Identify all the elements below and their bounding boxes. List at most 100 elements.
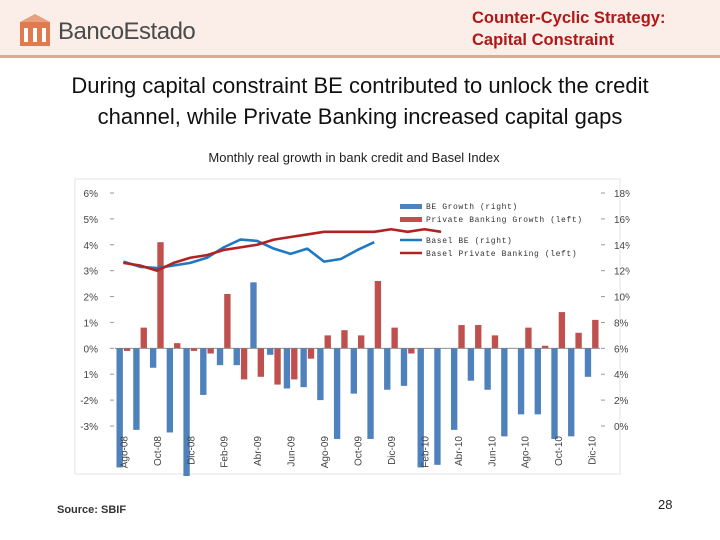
be-growth-bar bbox=[183, 348, 190, 476]
legend-label: BE Growth (right) bbox=[426, 203, 518, 212]
right-axis-tick-label: 0% bbox=[614, 422, 629, 433]
chart-title: Monthly real growth in bank credit and B… bbox=[208, 150, 500, 165]
private-growth-bar bbox=[491, 335, 499, 349]
left-axis-tick-label: 2% bbox=[84, 293, 99, 304]
legend-label: Basel BE (right) bbox=[426, 237, 512, 246]
x-axis-tick-label: Oct-10 bbox=[554, 436, 565, 466]
be-growth-bar bbox=[283, 348, 291, 389]
left-axis-tick-label: 1% bbox=[84, 318, 99, 329]
be-growth-bar bbox=[267, 348, 274, 355]
private-growth-bar bbox=[341, 330, 348, 349]
headline-line2: channel, while Private Banking increased… bbox=[97, 104, 623, 129]
left-axis-tick-label: -3% bbox=[80, 422, 98, 433]
be-growth-bar bbox=[584, 348, 592, 377]
legend-swatch bbox=[400, 217, 422, 222]
be-growth-bar bbox=[350, 348, 357, 394]
be-growth-bar bbox=[116, 348, 123, 468]
x-axis-tick-label: Ago-08 bbox=[119, 436, 130, 469]
x-axis-tick-label: Dic-08 bbox=[186, 436, 197, 465]
be-growth-bar bbox=[149, 348, 157, 368]
be-growth-bar bbox=[501, 348, 508, 437]
bancoestado-logo-icon bbox=[20, 14, 50, 46]
private-growth-bar bbox=[307, 348, 315, 359]
private-growth-bar bbox=[257, 348, 265, 377]
private-growth-bar bbox=[324, 335, 331, 349]
left-axis-tick-label: 6% bbox=[84, 189, 99, 200]
legend-label: Basel Private Banking (left) bbox=[426, 250, 577, 259]
private-growth-bar bbox=[592, 319, 599, 349]
be-growth-bar bbox=[333, 348, 341, 439]
be-growth-bar bbox=[166, 348, 174, 433]
be-growth-bar bbox=[484, 348, 491, 390]
x-axis-tick-label: Dic-09 bbox=[387, 436, 398, 465]
right-axis-tick-label: 18% bbox=[614, 189, 630, 200]
be-growth-bar bbox=[367, 348, 374, 439]
x-axis-tick-label: Dic-10 bbox=[588, 436, 599, 465]
right-axis-tick-label: 12% bbox=[614, 267, 630, 278]
x-axis-tick-label: Oct-09 bbox=[354, 436, 365, 466]
slide-title: Counter-Cyclic Strategy: Capital Constra… bbox=[472, 7, 712, 51]
logo-text: BancoEstado bbox=[58, 18, 196, 45]
be-growth-bar bbox=[417, 348, 424, 468]
private-growth-bar bbox=[575, 332, 582, 349]
x-axis-tick-label: Abr-09 bbox=[253, 436, 264, 466]
private-growth-bar bbox=[525, 327, 532, 349]
header-divider bbox=[0, 55, 720, 58]
private-growth-bar bbox=[358, 335, 365, 349]
right-axis-tick-label: 6% bbox=[614, 344, 629, 355]
be-growth-bar bbox=[233, 348, 240, 366]
private-growth-bar bbox=[174, 343, 181, 349]
right-axis-tick-label: 16% bbox=[614, 215, 630, 226]
headline: During capital constraint BE contributed… bbox=[0, 70, 720, 132]
slide-title-line2: Capital Constraint bbox=[472, 31, 615, 49]
private-growth-bar bbox=[274, 348, 281, 385]
left-axis-tick-label: 4% bbox=[84, 241, 99, 252]
private-growth-bar bbox=[458, 325, 465, 349]
left-axis-tick-label: 0% bbox=[84, 344, 99, 355]
be-growth-bar bbox=[300, 348, 307, 388]
be-growth-bar bbox=[400, 348, 408, 386]
be-growth-bar bbox=[450, 348, 458, 430]
x-axis-tick-label: Jun-09 bbox=[287, 436, 298, 467]
be-growth-bar bbox=[200, 348, 207, 395]
be-growth-bar bbox=[317, 348, 324, 401]
private-growth-bar bbox=[291, 348, 298, 380]
credit-growth-chart: -3% -2% 1% 0% 1% 2% 3% 4% 5% 6% 0% 2% 4% 6% 8% 10% 12% 14… bbox=[74, 178, 630, 476]
be-growth-bar bbox=[517, 348, 525, 415]
private-growth-bar bbox=[475, 325, 482, 349]
x-axis-tick-label: Feb-09 bbox=[220, 436, 231, 468]
left-axis-tick-label: 1% bbox=[84, 370, 99, 381]
right-axis-tick-label: 4% bbox=[614, 370, 629, 381]
right-axis-tick-label: 10% bbox=[614, 293, 630, 304]
private-growth-bar bbox=[240, 348, 248, 380]
x-axis-tick-label: Ago-09 bbox=[320, 436, 331, 469]
chart-frame bbox=[74, 178, 621, 475]
private-growth-bar bbox=[374, 281, 382, 349]
left-axis-tick-label: -2% bbox=[80, 396, 98, 407]
x-axis-tick-label: Feb-10 bbox=[420, 436, 431, 468]
private-growth-bar bbox=[224, 293, 231, 349]
private-growth-bar bbox=[140, 327, 147, 349]
be-growth-bar bbox=[534, 348, 541, 415]
private-growth-bar bbox=[558, 312, 566, 349]
private-growth-bar bbox=[157, 242, 164, 349]
legend-swatch bbox=[400, 204, 422, 209]
be-growth-bar bbox=[133, 348, 140, 430]
right-axis-tick-label: 8% bbox=[614, 318, 629, 329]
private-growth-bar bbox=[190, 348, 198, 351]
x-axis-tick-label: Jun-10 bbox=[487, 436, 498, 467]
private-growth-bar bbox=[207, 348, 214, 354]
private-growth-bar bbox=[123, 348, 131, 351]
x-axis-tick-label: Ago-10 bbox=[521, 436, 532, 469]
x-axis-tick-label: Abr-10 bbox=[454, 436, 465, 466]
private-growth-bar bbox=[391, 327, 398, 349]
be-growth-bar bbox=[216, 348, 224, 366]
legend-label: Private Banking Growth (left) bbox=[426, 216, 583, 225]
be-growth-bar bbox=[551, 348, 558, 439]
be-growth-bar bbox=[434, 348, 441, 465]
private-growth-bar bbox=[408, 348, 415, 354]
left-axis-tick-label: 3% bbox=[84, 267, 99, 278]
slide-title-line1: Counter-Cyclic Strategy: bbox=[472, 9, 666, 27]
basel-private-line bbox=[123, 227, 442, 272]
be-growth-bar bbox=[250, 282, 257, 349]
